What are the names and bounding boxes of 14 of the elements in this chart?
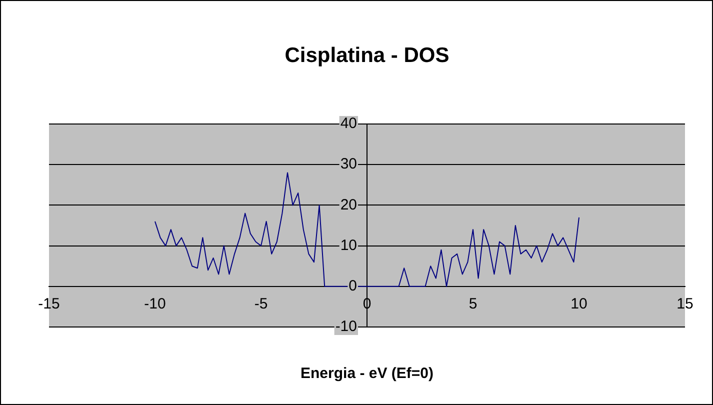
y-tick-label: 10 xyxy=(340,236,357,254)
chart-title: Cisplatina - DOS xyxy=(284,44,450,67)
x-tick-label: 15 xyxy=(676,296,694,313)
y-tick-label: 0 xyxy=(348,278,357,295)
y-tick-label: 20 xyxy=(340,196,357,214)
y-tick-label: -10 xyxy=(335,318,357,336)
x-tick-label: 10 xyxy=(570,296,588,313)
y-tick-label: 40 xyxy=(340,115,357,132)
x-tick-label: -10 xyxy=(144,296,166,313)
x-tick-label: -5 xyxy=(254,296,268,313)
x-tick-label: 5 xyxy=(468,296,478,313)
x-axis-title: Energia - eV (Ef=0) xyxy=(300,365,434,382)
y-tick-label: 30 xyxy=(340,156,357,173)
x-tick-label: -15 xyxy=(38,296,60,313)
